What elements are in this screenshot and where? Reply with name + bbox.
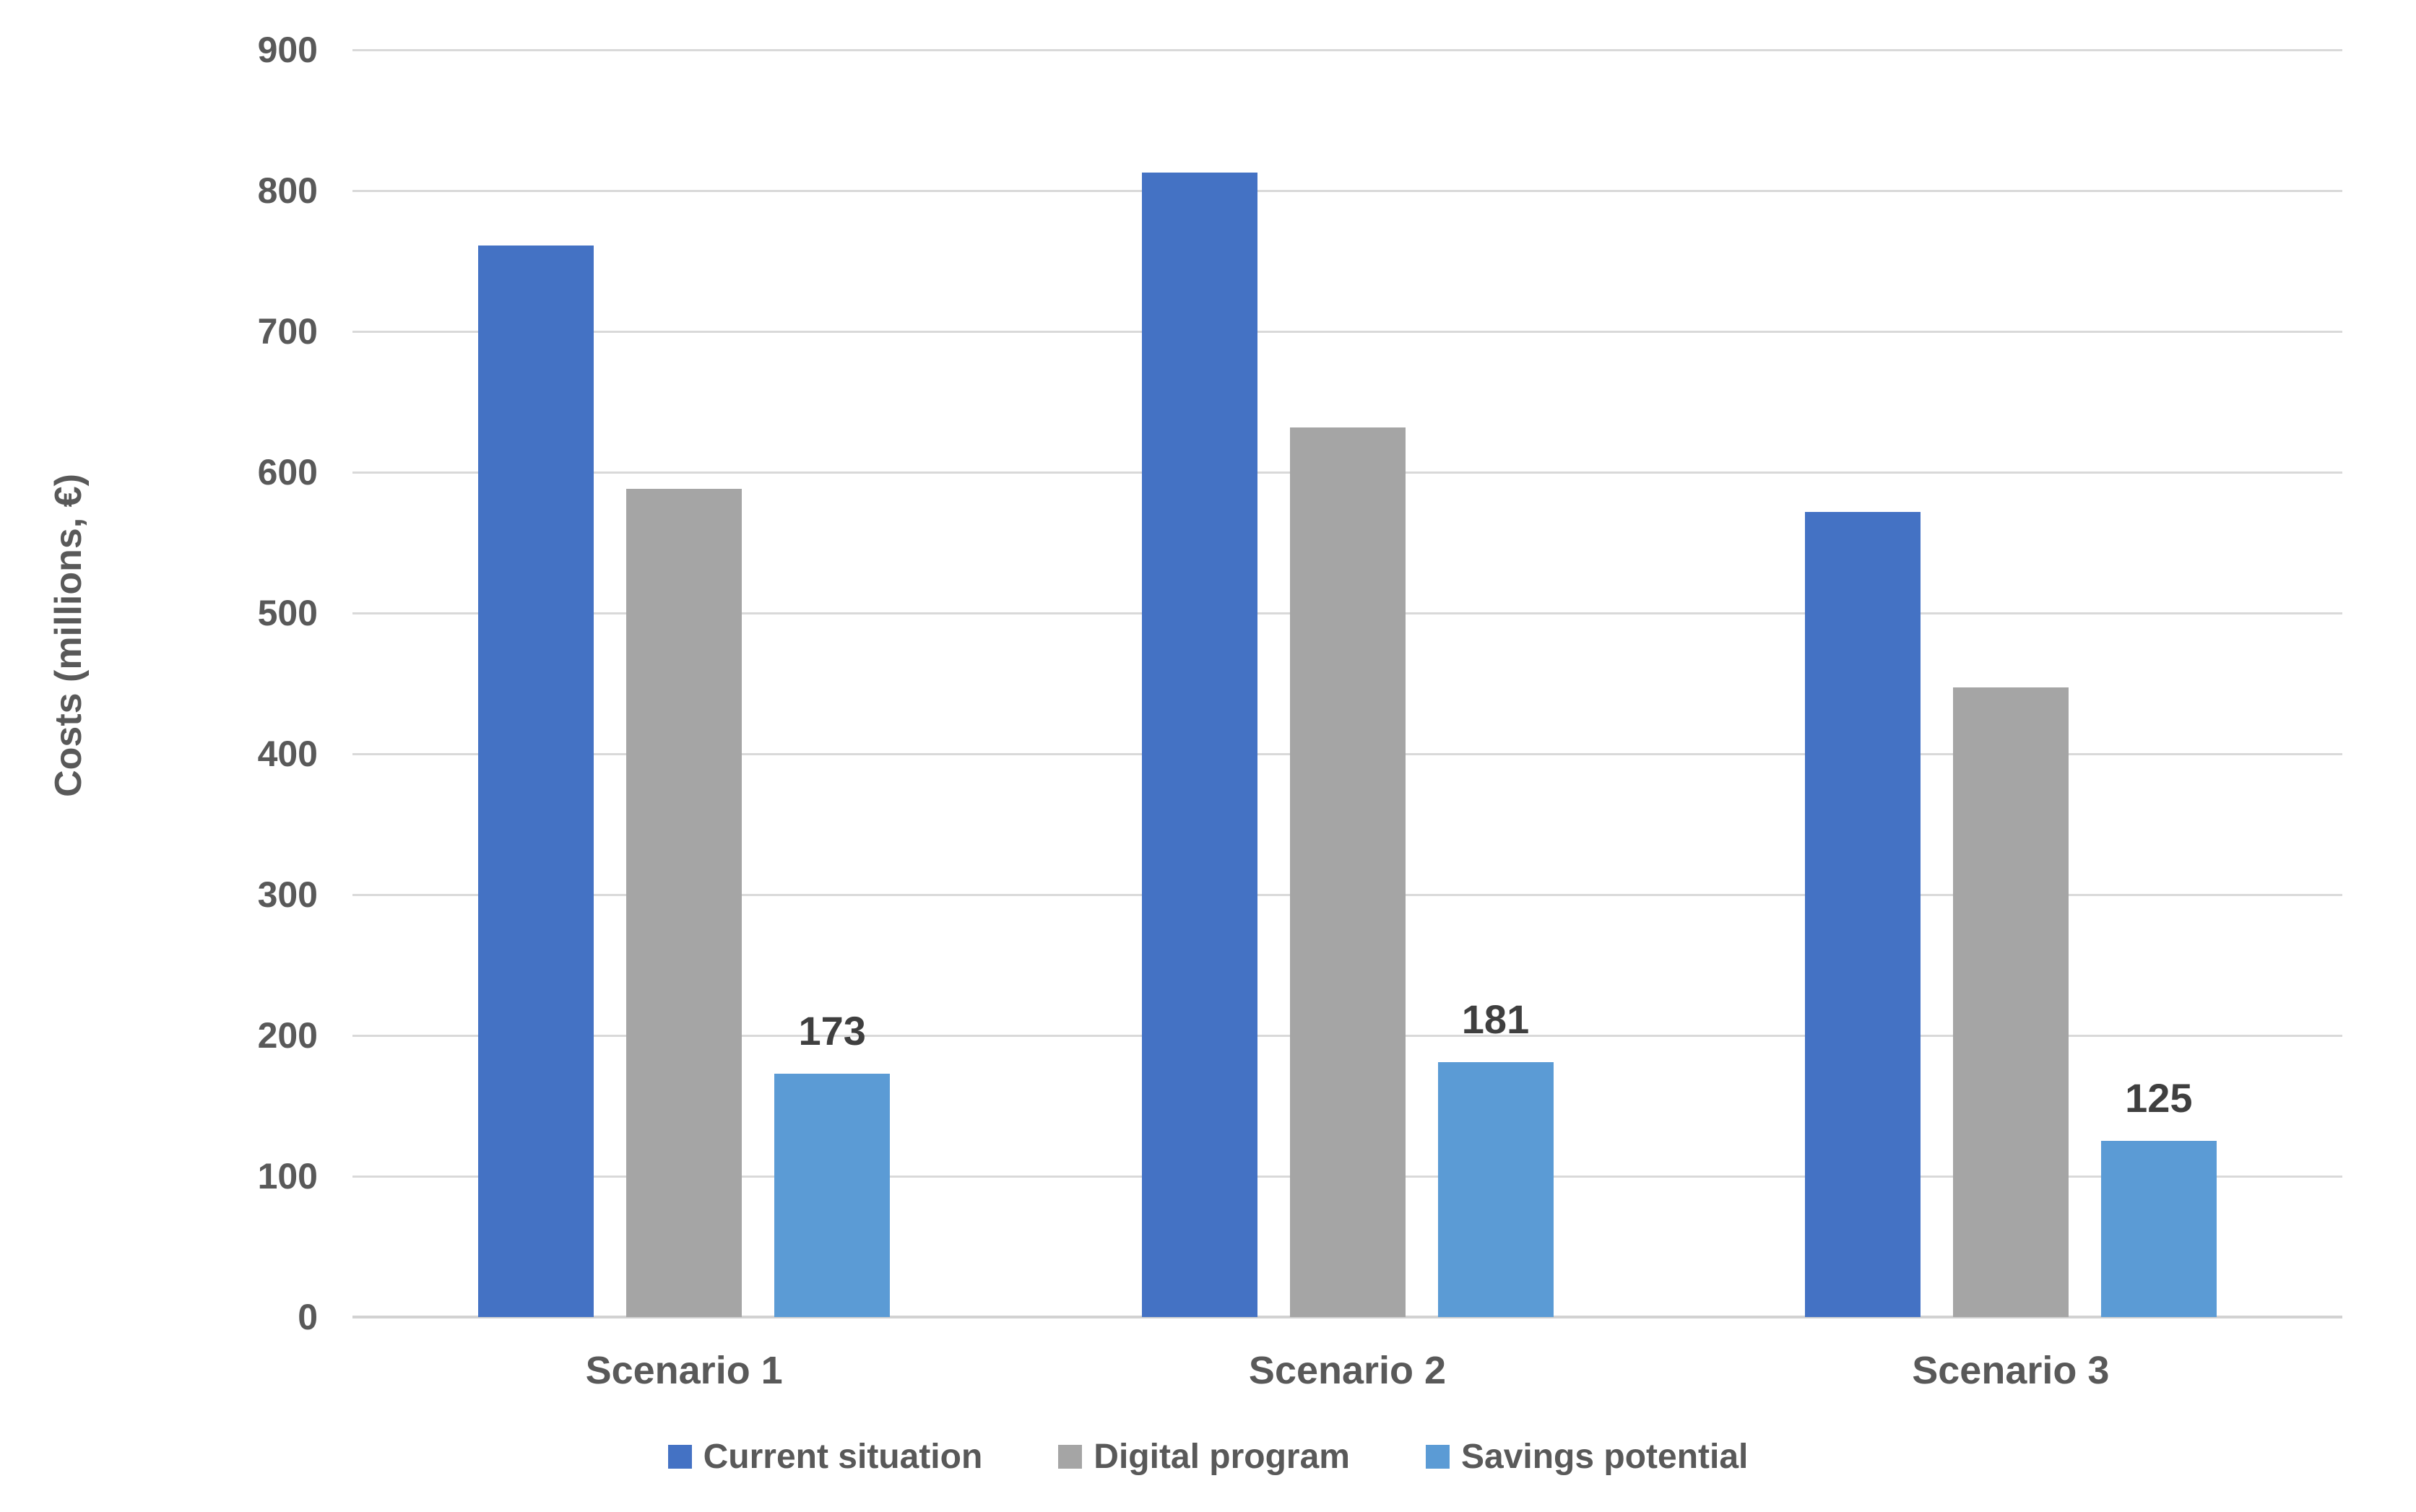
y-tick-label-0: 0 bbox=[298, 1297, 318, 1337]
x-category-label-scenario-3: Scenario 3 bbox=[1912, 1349, 2110, 1392]
bar-savings-potential-scenario-1 bbox=[774, 1073, 891, 1317]
x-category-label-scenario-1: Scenario 1 bbox=[585, 1349, 783, 1392]
y-tick-label-600: 600 bbox=[257, 452, 318, 492]
bar-current-situation-scenario-1 bbox=[478, 246, 594, 1317]
bar-digital-program-scenario-3 bbox=[1952, 687, 2069, 1317]
legend-item-savings-potential: Savings potential bbox=[1425, 1437, 1749, 1477]
legend-label-savings-potential: Savings potential bbox=[1460, 1438, 1749, 1476]
legend-marker-current-situation bbox=[667, 1445, 692, 1469]
y-tick-label-900: 900 bbox=[257, 30, 318, 70]
gridline-800 bbox=[352, 190, 2342, 192]
data-label-scenario-1: 173 bbox=[798, 1007, 866, 1053]
bar-current-situation-scenario-2 bbox=[1141, 172, 1257, 1317]
y-tick-label-200: 200 bbox=[257, 1015, 318, 1056]
legend-item-digital-program: Digital program bbox=[1058, 1437, 1350, 1477]
legend-label-digital-program: Digital program bbox=[1094, 1438, 1350, 1476]
bar-digital-program-scenario-2 bbox=[1289, 427, 1406, 1317]
legend-label-current-situation: Current situation bbox=[703, 1438, 983, 1476]
y-tick-label-700: 700 bbox=[257, 311, 318, 352]
data-label-scenario-3: 125 bbox=[2125, 1075, 2193, 1121]
x-axis-line bbox=[352, 1316, 2342, 1318]
y-tick-label-300: 300 bbox=[257, 874, 318, 915]
data-label-scenario-2: 181 bbox=[1461, 996, 1530, 1043]
legend: Current situation Digital program Savings … bbox=[0, 1437, 2416, 1477]
bar-savings-potential-scenario-2 bbox=[1437, 1062, 1554, 1317]
bar-digital-program-scenario-1 bbox=[626, 489, 742, 1317]
bar-current-situation-scenario-3 bbox=[1804, 511, 1921, 1317]
bar-savings-potential-scenario-3 bbox=[2100, 1141, 2217, 1317]
y-tick-label-400: 400 bbox=[257, 734, 318, 774]
gridline-900 bbox=[352, 49, 2342, 51]
y-tick-label-800: 800 bbox=[257, 170, 318, 211]
y-tick-label-500: 500 bbox=[257, 593, 318, 633]
legend-marker-digital-program bbox=[1058, 1445, 1083, 1469]
legend-item-current-situation: Current situation bbox=[667, 1437, 983, 1477]
gridline-700 bbox=[352, 331, 2342, 333]
x-category-label-scenario-2: Scenario 2 bbox=[1248, 1349, 1447, 1392]
legend-marker-savings-potential bbox=[1425, 1445, 1450, 1469]
y-tick-label-100: 100 bbox=[257, 1156, 318, 1196]
